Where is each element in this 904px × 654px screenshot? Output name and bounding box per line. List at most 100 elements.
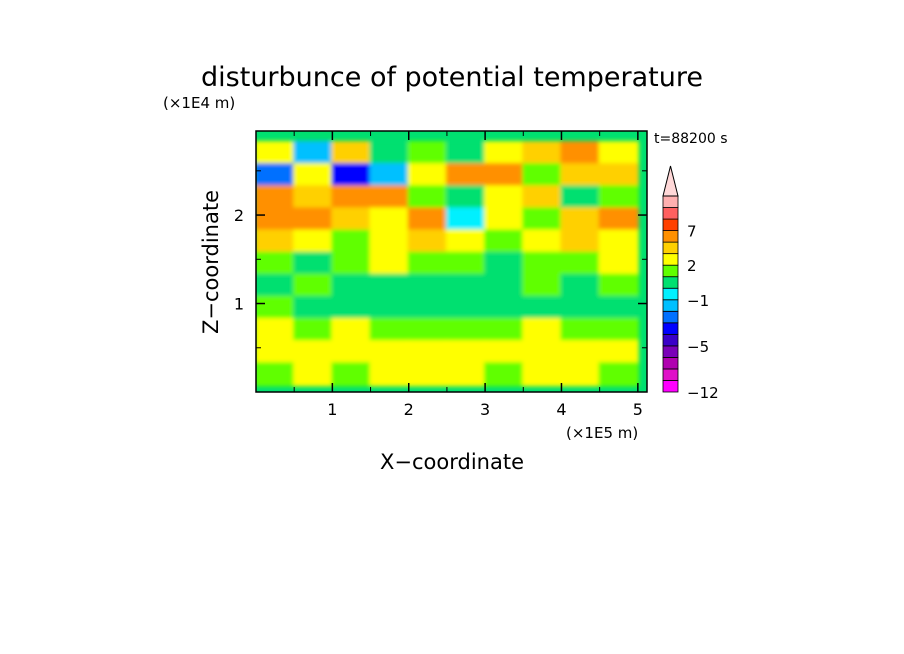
contour-cell [256,318,296,343]
contour-cell [369,273,410,298]
contour-cell [560,318,601,343]
contour-cell [407,141,448,166]
contour-cell [407,207,448,232]
contour-cell [445,141,487,166]
contour-cell [407,362,448,387]
y-unit-label: (×1E4 m) [163,94,235,112]
contour-cell [484,185,525,210]
contour-cell [407,273,448,298]
colorbar-swatch [662,230,679,243]
contour-cell [445,185,487,210]
contour-cell [484,295,525,321]
colorbar-swatch [662,299,679,312]
contour-cell [256,141,296,166]
contour-cell [484,340,525,365]
contour-cell [598,163,639,188]
contour-cell [256,295,296,321]
contour-cell [256,362,296,387]
y-axis-label: Z−coordinate [199,190,223,334]
contour-cell [598,185,639,210]
colorbar-swatch [662,345,679,358]
contour-cell [522,362,563,387]
x-tick-label: 4 [556,400,566,419]
contour-cell [293,273,334,298]
contour-cell [331,273,372,298]
x-tick-label: 2 [404,400,414,419]
contour-cell [560,362,601,387]
contour-cell [293,229,334,254]
contour-cell [256,273,296,298]
chart-title: disturbunce of potential temperature [201,62,703,93]
contour-cell [445,362,487,387]
contour-cell [598,141,639,166]
contour-cell [560,141,601,166]
contour-cell [522,229,563,254]
colorbar-swatch [662,368,679,381]
y-tick-label: 1 [234,295,244,314]
contour-cell [484,141,525,166]
contour-cell [369,229,410,254]
contour-cell [445,229,487,254]
contour-cell [484,207,525,232]
contour-cell [522,318,563,343]
contour-cell [522,295,563,321]
contour-cell [560,163,601,188]
contour-cell [560,273,601,298]
contour-cell [331,340,372,365]
contour-cell [598,295,639,321]
contour-cell [560,185,601,210]
contour-cell [369,185,410,210]
contour-cell [445,163,487,188]
colorbar-swatch [662,287,679,301]
contour-cell [293,207,334,232]
colorbar-swatch [662,264,679,278]
y-tick-label: 2 [234,206,244,225]
contour-cell [293,362,334,387]
colorbar-swatch [662,195,679,208]
contour-cell [407,318,448,343]
colorbar-swatch [662,333,679,347]
contour-cell [293,318,334,343]
contour-cell [598,207,639,232]
contour-cell [407,163,448,188]
contour-cell [369,362,410,387]
contour-cell [369,141,410,166]
contour-cell [484,362,525,387]
colorbar-swatch [662,207,679,220]
contour-cell [407,185,448,210]
contour-cell [598,318,639,343]
contour-cell [598,273,639,298]
colorbar-swatch [662,218,679,231]
contour-cell [522,185,563,210]
contour-cell [256,251,296,276]
contour-cell [407,229,448,254]
contour-cell [445,251,487,276]
contour-cell [369,318,410,343]
plot-area [256,131,647,392]
contour-cell [560,207,601,232]
contour-cell [293,163,334,188]
colorbar-swatch [662,276,679,289]
contour-cell [560,340,601,365]
contour-cell [331,229,372,254]
contour-cell [484,318,525,343]
contour-cell [369,295,410,321]
contour-cell [522,163,563,188]
contour-cell [445,295,487,321]
x-tick-label: 1 [327,400,337,419]
contour-cell [484,273,525,298]
contour-cell [560,295,601,321]
contour-cell [293,295,334,321]
contour-cell [522,340,563,365]
plot-frame [255,130,648,393]
contour-cell [331,318,372,343]
contour-cell [407,340,448,365]
colorbar: −12−5−127 [662,165,719,402]
contour-cell [331,295,372,321]
colorbar-swatch [662,357,679,370]
contour-cell [522,207,563,232]
contour-cell [407,251,448,276]
contour-cell [293,340,334,365]
contour-cell [598,229,639,254]
